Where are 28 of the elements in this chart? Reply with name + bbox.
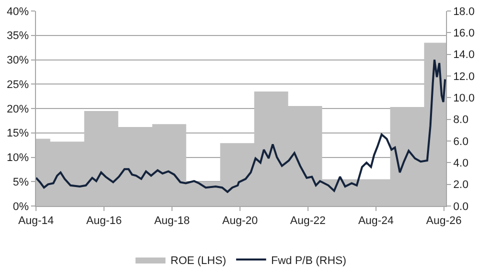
legend-label: ROE (LHS) (170, 254, 226, 267)
y-tick-label: 40% (6, 6, 30, 18)
y-tick-label: 25% (6, 78, 30, 91)
x-tick-label: Aug-16 (86, 215, 122, 228)
x-tick-label: Aug-14 (18, 215, 54, 228)
y2-tick-label: 18.0 (453, 6, 475, 18)
x-tick-label: Aug-18 (154, 215, 190, 228)
y-tick-label: 30% (6, 54, 30, 67)
x-tick-label: Aug-20 (222, 215, 258, 228)
y2-tick-label: 16.0 (453, 28, 475, 40)
y2-tick-label: 8.0 (453, 114, 468, 126)
y-tick-label: 10% (6, 152, 30, 164)
y-tick-label: 0% (12, 200, 30, 213)
y-tick-label: 5% (12, 176, 30, 188)
y-tick-label: 15% (6, 128, 30, 140)
legend-label: Fwd P/B (RHS) (271, 254, 346, 267)
y2-tick-label: 14.0 (453, 49, 475, 62)
y2-tick-label: 6.0 (453, 136, 468, 148)
y-tick-label: 35% (6, 30, 30, 42)
x-tick-label: Aug-24 (358, 215, 394, 228)
x-tick-label: Aug-22 (290, 215, 326, 228)
y2-tick-label: 0.0 (453, 200, 468, 213)
y2-tick-label: 10.0 (453, 92, 475, 105)
y2-tick-label: 4.0 (453, 158, 468, 170)
x-tick-label: Aug-26 (426, 215, 462, 228)
y2-tick-label: 12.0 (453, 70, 475, 83)
y-tick-label: 20% (6, 103, 30, 116)
y2-tick-label: 2.0 (453, 179, 468, 192)
